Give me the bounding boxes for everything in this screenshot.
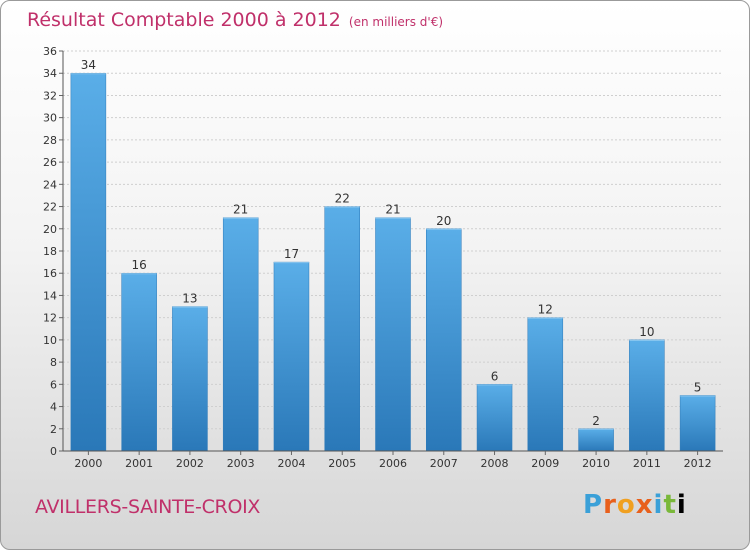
bar <box>273 261 310 452</box>
data-label: 21 <box>385 203 400 217</box>
logo-letter: x <box>635 490 654 520</box>
x-tick-label: 2002 <box>176 457 204 470</box>
data-label: 21 <box>233 203 248 217</box>
bar <box>629 339 665 452</box>
logo-letter: i <box>653 490 664 520</box>
bar <box>527 317 564 452</box>
data-label: 6 <box>491 369 499 383</box>
y-tick-label: 20 <box>43 223 57 236</box>
chart-title: Résultat Comptable 2000 à 2012 (en millie… <box>27 9 443 31</box>
x-tick-label: 2009 <box>531 457 559 470</box>
logo-letter: t <box>663 490 677 520</box>
bar <box>172 306 208 452</box>
x-tick-label: 2012 <box>684 457 712 470</box>
y-tick-label: 22 <box>43 201 57 214</box>
y-tick-label: 36 <box>43 45 57 58</box>
logo-letter: i <box>676 490 687 520</box>
y-tick-label: 10 <box>43 334 57 347</box>
data-label: 12 <box>538 303 553 317</box>
data-label: 5 <box>694 380 702 394</box>
y-tick-label: 4 <box>50 401 57 414</box>
x-tick-label: 2006 <box>379 457 407 470</box>
y-tick-label: 30 <box>43 112 57 125</box>
y-tick-label: 24 <box>43 178 57 191</box>
bar <box>222 217 259 452</box>
y-tick-label: 12 <box>43 312 57 325</box>
y-tick-label: 26 <box>43 156 57 169</box>
y-tick-label: 32 <box>43 89 57 102</box>
data-label: 34 <box>81 58 96 72</box>
logo-letter: P <box>583 490 604 520</box>
data-label: 10 <box>639 325 654 339</box>
y-tick-label: 0 <box>50 445 57 458</box>
y-tick-label: 2 <box>50 423 57 436</box>
bar <box>121 272 157 452</box>
x-tick-label: 2005 <box>328 457 356 470</box>
data-label: 13 <box>182 292 197 306</box>
data-label: 20 <box>436 214 451 228</box>
y-tick-label: 34 <box>43 67 57 80</box>
proxiti-logo: Proxiti <box>583 490 687 520</box>
y-tick-label: 18 <box>43 245 57 258</box>
y-tick-label: 14 <box>43 289 57 302</box>
bar <box>426 228 462 452</box>
logo-letter: r <box>603 490 617 520</box>
x-tick-label: 2001 <box>125 457 153 470</box>
location-name: AVILLERS-SAINTE-CROIX <box>35 496 261 518</box>
bar <box>679 395 716 452</box>
chart-subtitle: (en milliers d'€) <box>348 15 444 29</box>
y-tick-label: 6 <box>50 378 57 391</box>
bar <box>324 206 360 452</box>
x-tick-label: 2011 <box>633 457 661 470</box>
y-tick-label: 8 <box>50 356 57 369</box>
bar <box>476 384 513 452</box>
x-tick-label: 2000 <box>74 457 102 470</box>
x-tick-label: 2010 <box>582 457 610 470</box>
data-label: 17 <box>284 247 299 261</box>
data-label: 2 <box>592 414 600 428</box>
y-tick-label: 16 <box>43 267 57 280</box>
x-tick-label: 2004 <box>277 457 305 470</box>
y-tick-label: 28 <box>43 134 57 147</box>
data-label: 16 <box>132 258 147 272</box>
data-label: 22 <box>335 192 350 206</box>
chart-title-text: Résultat Comptable 2000 à 2012 <box>27 9 341 31</box>
bar <box>375 217 411 452</box>
bar <box>70 72 107 452</box>
bar <box>578 428 614 452</box>
x-tick-label: 2003 <box>227 457 255 470</box>
logo-letter: o <box>616 490 636 520</box>
x-tick-label: 2007 <box>430 457 458 470</box>
x-tick-label: 2008 <box>481 457 509 470</box>
